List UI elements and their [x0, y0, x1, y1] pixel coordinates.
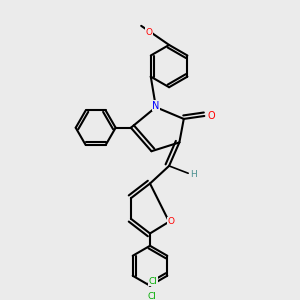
Text: O: O [146, 28, 153, 37]
Text: O: O [167, 217, 174, 226]
Text: H: H [190, 170, 197, 179]
Text: N: N [152, 101, 160, 111]
Text: O: O [208, 111, 215, 121]
Text: Cl: Cl [147, 292, 156, 300]
Text: Cl: Cl [149, 277, 158, 286]
